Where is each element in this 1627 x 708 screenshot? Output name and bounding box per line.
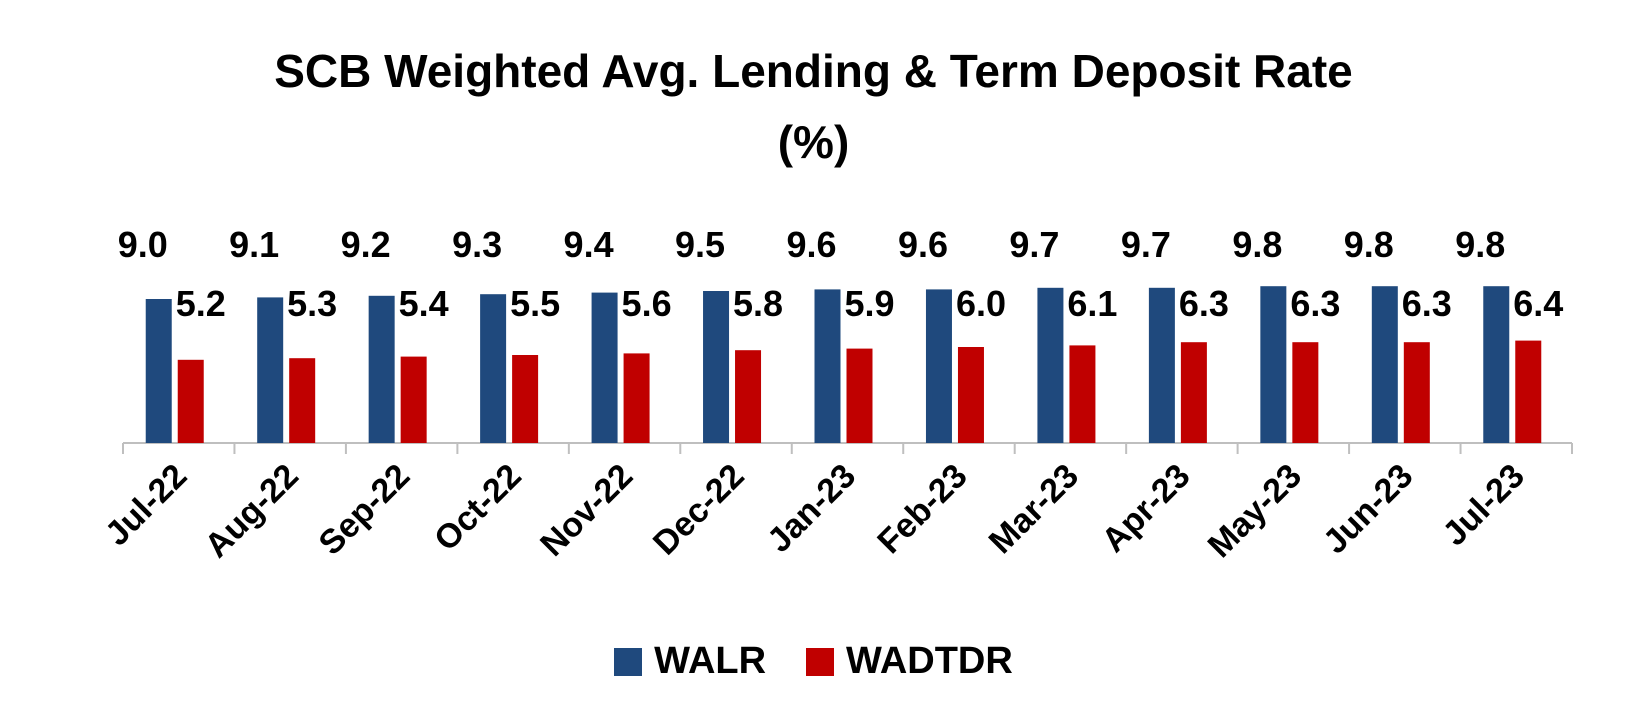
data-label-wadtdr: 5.9 (844, 283, 894, 324)
data-label-wadtdr: 6.3 (1290, 283, 1340, 324)
bar-wadtdr (846, 348, 873, 443)
bar-wadtdr (289, 358, 316, 443)
bar-walr (814, 289, 841, 443)
data-label-wadtdr: 5.6 (622, 283, 672, 324)
data-label-walr: 9.6 (898, 224, 948, 265)
chart-title: SCB Weighted Avg. Lending & Term Deposit… (274, 45, 1353, 97)
x-tick-label: Jul-23 (1436, 457, 1532, 553)
data-label-walr: 9.4 (564, 224, 614, 265)
legend: WALR WADTDR (0, 640, 1627, 683)
bar-wadtdr (957, 347, 984, 443)
x-tick-label: Dec-22 (646, 457, 752, 563)
data-label-wadtdr: 6.4 (1513, 283, 1563, 324)
bar-walr (1037, 287, 1064, 443)
data-label-walr: 9.1 (229, 224, 279, 265)
bar-wadtdr (623, 353, 650, 443)
x-tick-label: Oct-22 (427, 457, 529, 559)
chart-subtitle: (%) (777, 116, 850, 168)
data-label-wadtdr: 5.8 (733, 283, 783, 324)
data-label-walr: 9.7 (1009, 224, 1059, 265)
data-label-walr: 9.2 (341, 224, 391, 265)
data-label-wadtdr: 5.3 (287, 283, 337, 324)
data-label-wadtdr: 5.4 (399, 283, 449, 324)
legend-label-wadtdr: WADTDR (846, 640, 1013, 682)
bar-wadtdr (1403, 342, 1430, 443)
bar-walr (703, 291, 730, 443)
bar-wadtdr (512, 355, 539, 443)
bar-walr (925, 289, 952, 443)
x-tick-label: Jul-22 (98, 457, 194, 553)
bar-wadtdr (400, 356, 427, 443)
bar-walr (1148, 287, 1175, 443)
bar-wadtdr (1515, 340, 1542, 443)
bar-walr (1371, 286, 1398, 443)
data-label-walr: 9.5 (675, 224, 725, 265)
bar-walr (145, 299, 172, 443)
x-tick-label: Jan-23 (760, 457, 863, 560)
bar-walr (257, 297, 284, 443)
bar-wadtdr (177, 359, 204, 443)
x-tick-label: Mar-23 (982, 457, 1086, 561)
x-tick-label: Apr-23 (1095, 457, 1198, 560)
bar-walr (1260, 286, 1287, 443)
data-label-wadtdr: 6.3 (1402, 283, 1452, 324)
bar-walr (368, 295, 395, 443)
bar-wadtdr (1292, 342, 1319, 443)
data-label-walr: 9.7 (1121, 224, 1171, 265)
data-label-walr: 9.8 (1455, 224, 1505, 265)
plot-area: 9.05.2Jul-229.15.3Aug-229.25.4Sep-229.35… (98, 224, 1573, 565)
legend-item-wadtdr: WADTDR (806, 640, 1013, 683)
data-label-walr: 9.0 (118, 224, 168, 265)
legend-swatch-walr (614, 647, 643, 676)
data-label-wadtdr: 6.1 (1067, 283, 1117, 324)
x-tick-label: Nov-22 (533, 457, 640, 564)
x-tick-label: Aug-22 (197, 457, 305, 565)
data-label-walr: 9.6 (786, 224, 836, 265)
data-label-walr: 9.8 (1232, 224, 1282, 265)
legend-swatch-wadtdr (806, 647, 835, 676)
legend-label-walr: WALR (654, 640, 767, 682)
bar-wadtdr (1069, 345, 1096, 443)
x-tick-label: Feb-23 (870, 457, 974, 561)
legend-item-walr: WALR (614, 640, 766, 683)
data-label-walr: 9.8 (1344, 224, 1394, 265)
bar-walr (591, 292, 618, 443)
bar-wadtdr (735, 350, 762, 443)
x-tick-label: Jun-23 (1316, 457, 1420, 561)
bar-walr (480, 294, 507, 443)
bar-wadtdr (1180, 342, 1207, 443)
x-tick-label: Sep-22 (312, 457, 418, 563)
data-label-wadtdr: 5.5 (510, 283, 560, 324)
data-label-walr: 9.3 (452, 224, 502, 265)
data-label-wadtdr: 6.3 (1179, 283, 1229, 324)
x-tick-label: May-23 (1201, 457, 1309, 565)
data-label-wadtdr: 6.0 (956, 283, 1006, 324)
bar-walr (1483, 286, 1510, 443)
data-label-wadtdr: 5.2 (176, 283, 226, 324)
